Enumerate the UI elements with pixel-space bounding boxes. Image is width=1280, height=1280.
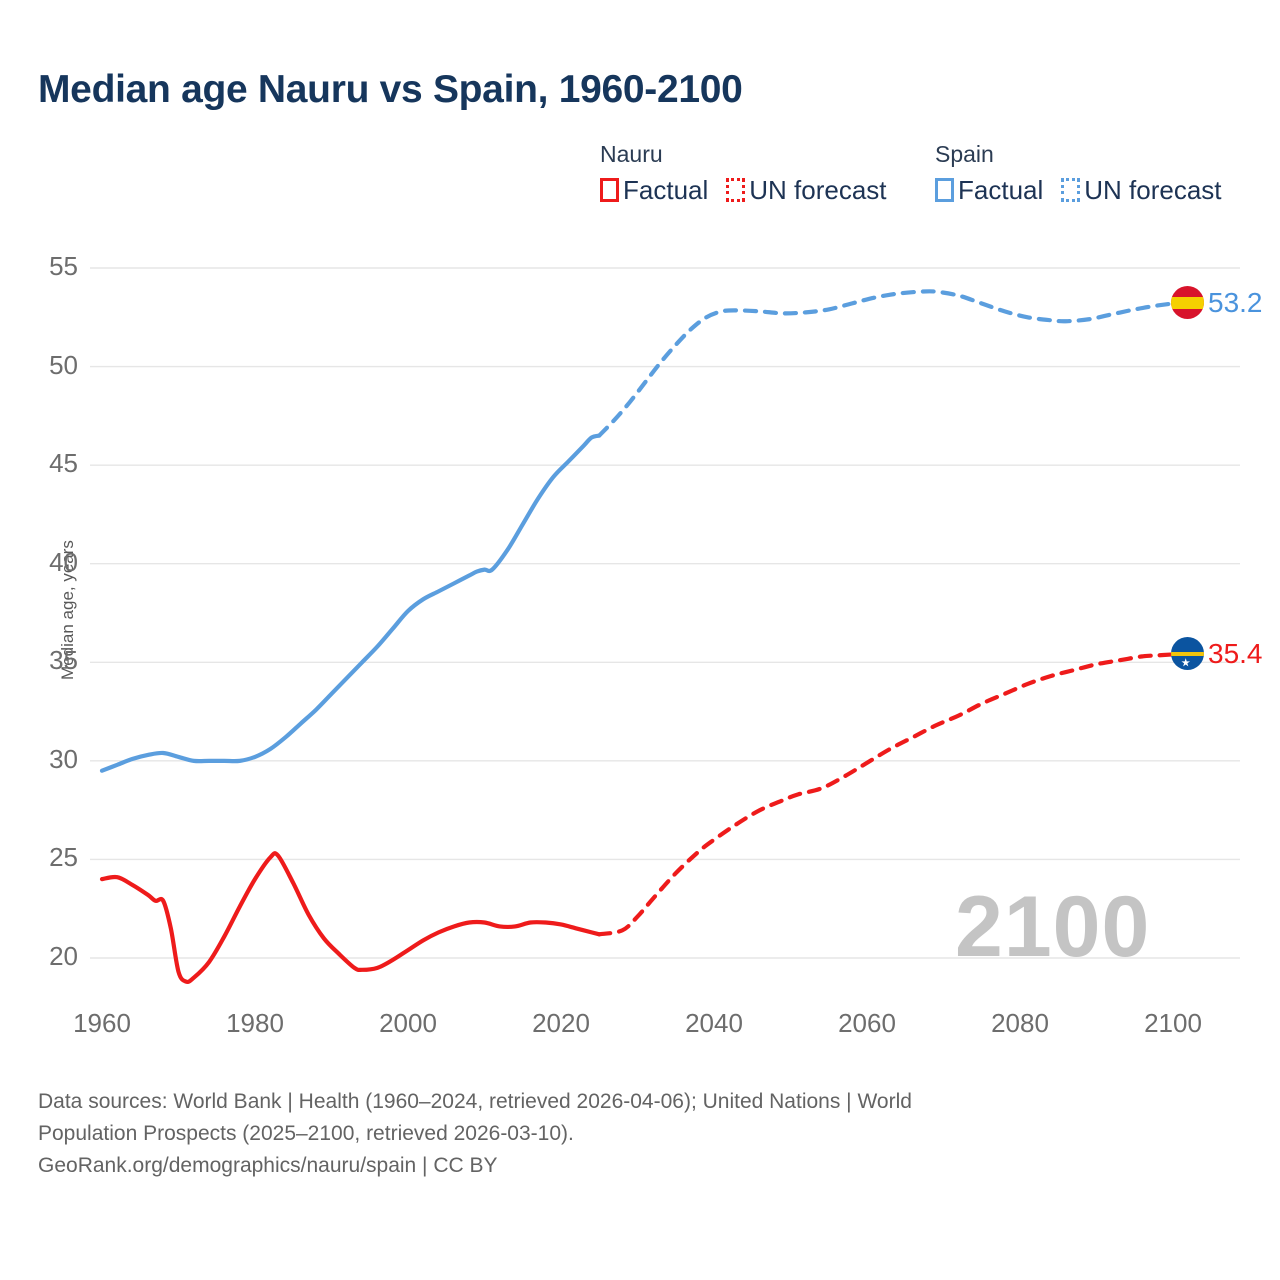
legend-swatch-dotted-icon [726,178,746,202]
legend-item-nauru-factual[interactable]: Factual [600,177,708,203]
legend-item-label: Factual [958,175,1044,205]
y-tick-label: 25 [49,842,78,873]
legend-swatch-solid-icon [600,178,619,202]
series-line-spain-forecast [597,289,1176,438]
x-tick-label: 1960 [73,1008,131,1038]
x-tick-label: 2000 [379,1008,437,1038]
x-tick-label: 2060 [838,1008,896,1038]
footer-line-1: Data sources: World Bank | Health (1960–… [38,1090,912,1113]
legend-item-nauru-forecast[interactable]: UN forecast [726,175,887,205]
legend-swatch-dotted-icon [1061,178,1081,202]
footer-line-2: Population Prospects (2025–2100, retriev… [38,1121,574,1145]
footer-sources: Data sources: World Bank | Health (1960–… [38,1086,1228,1182]
gridlines [90,267,1240,959]
end-label-spain: 53.2 [1171,286,1263,320]
legend-item-spain-factual[interactable]: Factual [935,177,1043,203]
series-line-nauru-forecast [597,652,1176,937]
y-axis-title: Median age, years [58,540,77,680]
legend-item-label: UN forecast [749,175,887,205]
y-tick-label: 45 [49,448,78,479]
end-label-nauru: 35.4 [1171,637,1263,671]
legend-item-label: Factual [623,175,709,205]
y-tick-label: 20 [49,941,78,971]
legend-item-label: UN forecast [1084,175,1222,205]
series-lines [99,289,1176,985]
x-tick-label: 2040 [685,1008,743,1038]
chart-legend: Nauru Factual UN forecast Spain Factual [600,143,1248,223]
watermark-year: 2100 [955,879,1151,975]
legend-item-spain-forecast[interactable]: UN forecast [1061,175,1222,205]
nauru-flag-icon [1171,637,1204,671]
legend-country-label: Nauru [600,141,663,167]
legend-swatch-solid-icon [935,178,954,202]
footer-line-3: GeoRank.org/demographics/nauru/spain | C… [38,1153,498,1177]
y-tick-label: 30 [49,743,78,774]
legend-group-spain: Spain Factual UN forecast [935,143,1222,203]
y-tick-label: 40 [49,546,78,577]
x-tick-label: 2100 [1144,1008,1202,1038]
spain-flag-icon [1171,286,1204,320]
series-line-nauru-factual [99,851,602,985]
x-tick-label: 2080 [991,1008,1049,1038]
x-tick-label: 1980 [226,1008,284,1038]
y-tick-label: 55 [49,251,78,281]
series-line-spain-factual [99,433,602,773]
end-value-spain: 53.2 [1208,286,1263,318]
end-value-nauru: 35.4 [1208,637,1263,669]
legend-country-label: Spain [935,141,994,167]
y-tick-label: 35 [49,645,78,676]
x-tick-label: 2020 [532,1008,590,1038]
y-tick-label: 50 [49,349,78,380]
legend-group-nauru: Nauru Factual UN forecast [600,143,887,203]
page-title: Median age Nauru vs Spain, 1960-2100 [38,68,743,111]
